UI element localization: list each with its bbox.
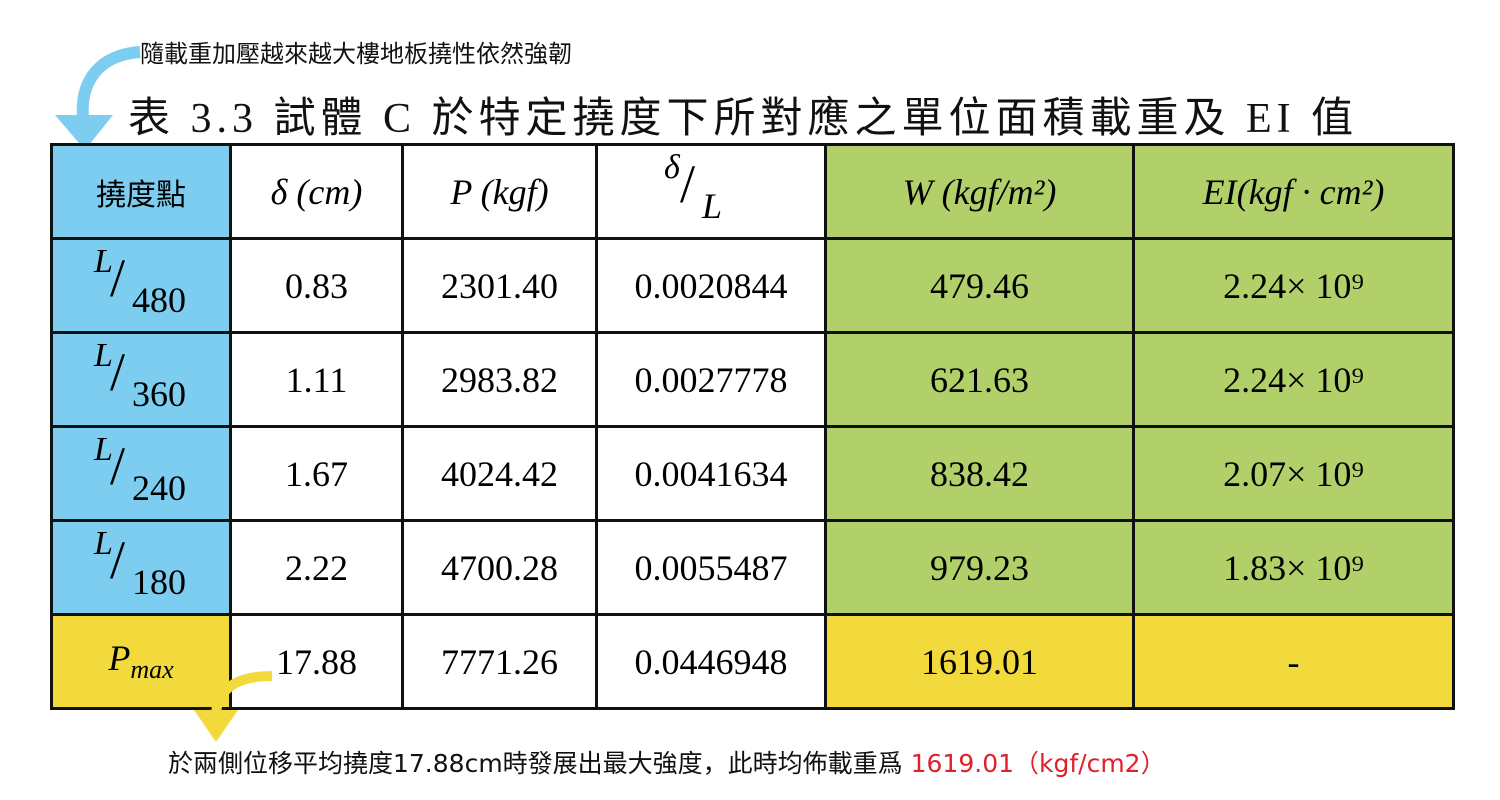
- arrow-down-blue-icon: [55, 46, 141, 150]
- pmax-ratio: 0.0446948: [595, 613, 827, 710]
- pmax-ei: -: [1132, 613, 1455, 710]
- deflection-point: L/240: [50, 425, 232, 522]
- cell-delta: 2.22: [229, 519, 404, 616]
- cell-p: 2983.82: [401, 331, 598, 428]
- table-row: L/360 1.11 2983.82 0.0027778 621.63 2.24…: [50, 331, 1455, 428]
- deflection-point: L/360: [50, 331, 232, 428]
- pmax-row: Pmax 17.88 7771.26 0.0446948 1619.01 -: [50, 613, 1455, 710]
- annotation-bottom: 於兩側位移平均撓度17.88cm時發展出最大強度，此時均佈載重爲 1619.01…: [168, 744, 1166, 780]
- cell-ei: 2.24× 10⁹: [1132, 331, 1455, 428]
- frac-num: δ: [664, 149, 680, 186]
- cell-p: 4700.28: [401, 519, 598, 616]
- cell-delta: 1.11: [229, 331, 404, 428]
- header-deflection-point: 撓度點: [50, 143, 232, 240]
- header-row: 撓度點 δ (cm) P (kgf) δ / L W (kgf/m²) EI(kgf…: [50, 143, 1455, 240]
- header-w: W (kgf/m²): [824, 143, 1135, 240]
- pmax-w: 1619.01: [824, 613, 1135, 710]
- cell-ratio: 0.0027778: [595, 331, 827, 428]
- frac-den: L: [702, 186, 723, 226]
- header-delta: δ (cm): [229, 143, 404, 240]
- deflection-point: L/180: [50, 519, 232, 616]
- cell-w: 621.63: [824, 331, 1135, 428]
- deflection-point: L/480: [50, 237, 232, 334]
- annotation-bottom-highlight: 1619.01（kgf/cm2）: [910, 749, 1166, 778]
- data-table: 撓度點 δ (cm) P (kgf) δ / L W (kgf/m²) EI(kgf…: [50, 143, 1455, 710]
- cell-ei: 2.24× 10⁹: [1132, 237, 1455, 334]
- annotation-bottom-text: 於兩側位移平均撓度17.88cm時發展出最大強度，此時均佈載重爲: [168, 749, 911, 778]
- cell-w: 979.23: [824, 519, 1135, 616]
- cell-ei: 2.07× 10⁹: [1132, 425, 1455, 522]
- table-title: 表 3.3 試體 C 於特定撓度下所對應之單位面積載重及 EI 值: [128, 96, 1359, 142]
- cell-delta: 0.83: [229, 237, 404, 334]
- table-row: L/240 1.67 4024.42 0.0041634 838.42 2.07…: [50, 425, 1455, 522]
- cell-ratio: 0.0020844: [595, 237, 827, 334]
- cell-ratio: 0.0041634: [595, 425, 827, 522]
- header-ei: EI(kgf · cm²): [1132, 143, 1455, 240]
- cell-p: 2301.40: [401, 237, 598, 334]
- table-row: L/480 0.83 2301.40 0.0020844 479.46 2.24…: [50, 237, 1455, 334]
- cell-w: 838.42: [824, 425, 1135, 522]
- cell-ei: 1.83× 10⁹: [1132, 519, 1455, 616]
- annotation-top: 隨載重加壓越來越大樓地板撓性依然強韌: [140, 40, 572, 68]
- cell-delta: 1.67: [229, 425, 404, 522]
- pmax-p: 7771.26: [401, 613, 598, 710]
- cell-w: 479.46: [824, 237, 1135, 334]
- arrow-down-yellow-icon: [194, 671, 273, 742]
- table-row: L/180 2.22 4700.28 0.0055487 979.23 1.83…: [50, 519, 1455, 616]
- header-ratio: δ / L: [595, 143, 827, 240]
- pmax-delta: 17.88: [229, 613, 404, 710]
- cell-p: 4024.42: [401, 425, 598, 522]
- header-p: P (kgf): [401, 143, 598, 240]
- pmax-label: Pmax: [50, 613, 232, 710]
- cell-ratio: 0.0055487: [595, 519, 827, 616]
